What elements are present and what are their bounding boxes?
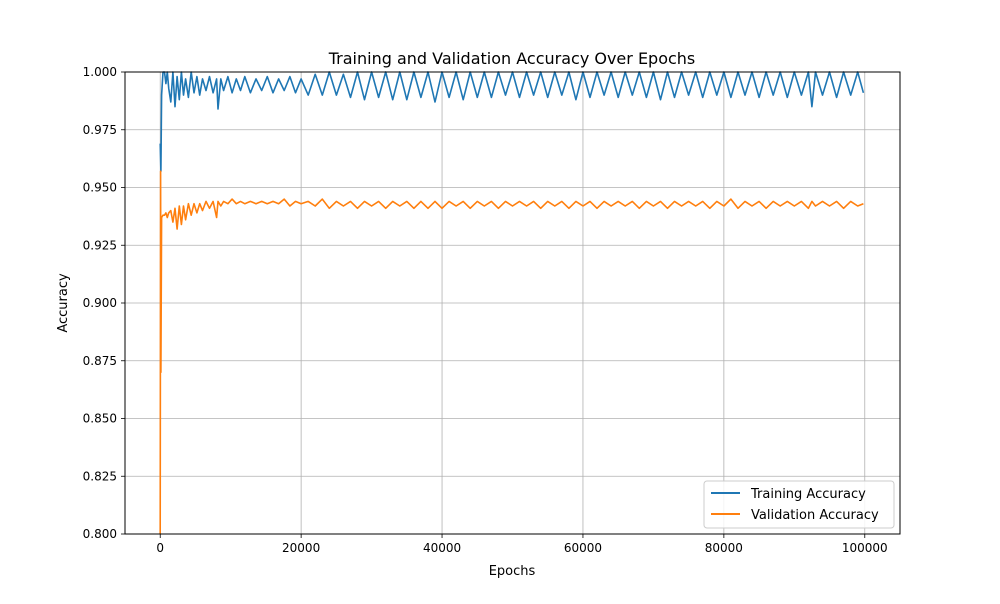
y-tick-label: 0.875 <box>83 354 117 368</box>
y-tick-label: 0.850 <box>83 412 117 426</box>
y-tick-label: 0.925 <box>83 238 117 252</box>
chart-title: Training and Validation Accuracy Over Ep… <box>328 49 696 68</box>
y-tick-label: 0.825 <box>83 469 117 483</box>
legend: Training Accuracy Validation Accuracy <box>703 480 895 529</box>
validation-accuracy-line <box>159 170 864 535</box>
x-axis-ticks: 0 20000 40000 60000 80000 100000 <box>156 534 888 555</box>
x-tick-label: 40000 <box>423 541 461 555</box>
x-tick-label: 80000 <box>705 541 743 555</box>
y-axis-ticks: 0.800 0.825 0.850 0.875 0.900 0.925 0.950 0.975… <box>83 65 125 541</box>
y-axis-label: Accuracy <box>56 273 71 333</box>
series-layer <box>159 71 865 535</box>
y-tick-label: 1.000 <box>83 65 117 79</box>
x-axis-label: Epochs <box>489 564 536 579</box>
training-accuracy-line <box>159 71 865 173</box>
legend-label-validation: Validation Accuracy <box>751 508 879 523</box>
x-tick-label: 60000 <box>564 541 602 555</box>
y-tick-label: 0.800 <box>83 527 117 541</box>
y-tick-label: 0.900 <box>83 296 117 310</box>
legend-label-training: Training Accuracy <box>750 487 866 502</box>
y-tick-label: 0.975 <box>83 123 117 137</box>
y-tick-label: 0.950 <box>83 181 117 195</box>
x-tick-label: 0 <box>156 541 164 555</box>
x-tick-label: 20000 <box>282 541 320 555</box>
legend-box <box>703 480 895 529</box>
x-tick-label: 100000 <box>842 541 888 555</box>
